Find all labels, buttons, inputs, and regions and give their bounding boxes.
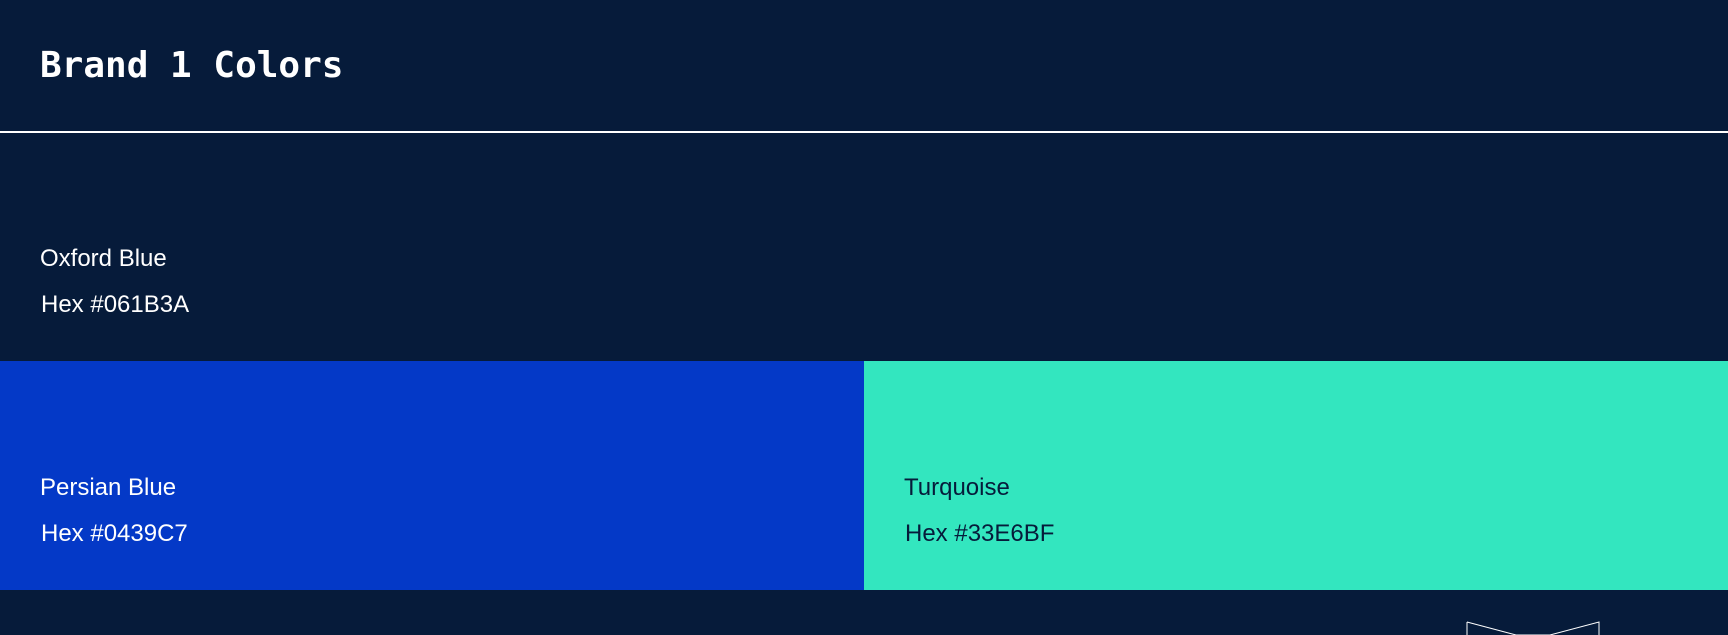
swatch-persian-blue: Persian Blue Hex #0439C7	[0, 361, 864, 590]
swatch-oxford-blue: Oxford Blue Hex #061B3A	[0, 133, 1728, 361]
swatch-hex: Hex #33E6BF	[905, 520, 1055, 547]
swatch-name: Turquoise	[904, 474, 1010, 501]
page-footer	[0, 590, 1728, 635]
swatch-hex: Hex #0439C7	[41, 520, 188, 547]
swatch-turquoise: Turquoise Hex #33E6BF	[864, 361, 1728, 590]
header-divider	[0, 131, 1728, 133]
swatch-name: Oxford Blue	[40, 245, 167, 272]
swatch-hex: Hex #061B3A	[41, 291, 190, 318]
bowtie-logo-icon	[1466, 621, 1600, 635]
swatch-name: Persian Blue	[40, 474, 177, 501]
page-header: Brand 1 Colors	[0, 0, 1728, 132]
page-title: Brand 1 Colors	[40, 45, 344, 86]
